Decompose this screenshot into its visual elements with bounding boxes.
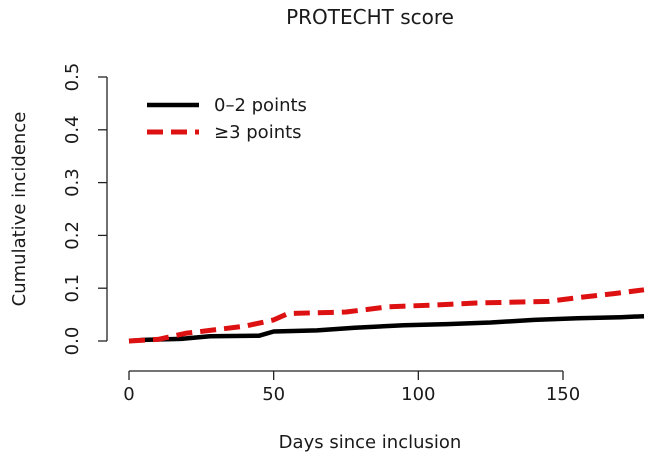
x-axis-label: Days since inclusion (279, 432, 462, 453)
y-tick-label: 0.3 (62, 168, 83, 197)
y-axis-label: Cumulative incidence (9, 112, 30, 307)
series-layer (128, 287, 645, 344)
x-tick-label: 50 (262, 384, 285, 405)
legend-label-1: 0–2 points (214, 95, 307, 116)
y-tick-label: 0.0 (62, 327, 83, 356)
legend: 0–2 points ≥3 points (147, 95, 307, 143)
x-tick-label: 150 (546, 384, 580, 405)
y-tick-label: 0.5 (62, 63, 83, 92)
x-tick-label: 100 (401, 384, 435, 405)
y-tick-label: 0.2 (62, 221, 83, 250)
series-line-2 (128, 287, 645, 344)
series-line-1 (128, 313, 645, 344)
legend-label-2: ≥3 points (214, 122, 302, 143)
y-tick-label: 0.4 (62, 115, 83, 144)
chart-title: PROTECHT score (286, 5, 454, 29)
axes: 0 50 100 150 0.0 0.1 0.2 0.3 0.4 0.5 (62, 63, 580, 405)
x-tick-label: 0 (123, 384, 134, 405)
y-tick-label: 0.1 (62, 274, 83, 303)
